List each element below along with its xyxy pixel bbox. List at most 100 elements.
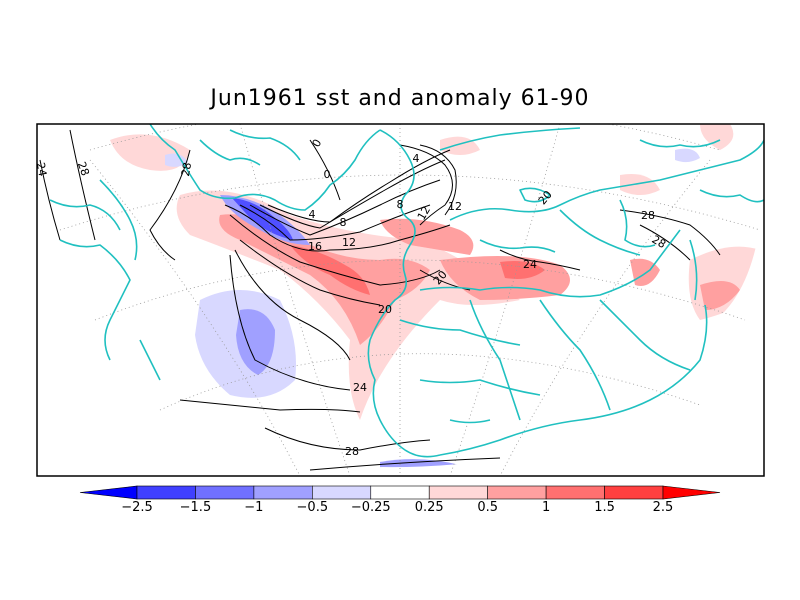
contour-label: 24 bbox=[353, 381, 367, 394]
coastline bbox=[419, 379, 541, 396]
colorbar-segment bbox=[545, 485, 605, 500]
contour-label: 28 bbox=[179, 161, 194, 177]
sst-contour bbox=[179, 399, 361, 413]
contour-label: 24 bbox=[523, 258, 537, 271]
anomaly-positive-region bbox=[700, 124, 734, 150]
sst-contour bbox=[239, 239, 381, 306]
sst-contour bbox=[39, 159, 61, 241]
graticule-line bbox=[59, 174, 761, 231]
colorbar-segment bbox=[136, 485, 196, 500]
colorbar-tick-label: −2.5 bbox=[121, 500, 153, 515]
anomaly-positive-region bbox=[700, 281, 740, 310]
contour-label: 12 bbox=[448, 200, 462, 213]
sst-contour bbox=[239, 204, 431, 241]
coastline bbox=[689, 239, 698, 301]
sst-contour bbox=[267, 149, 451, 223]
coastline bbox=[199, 139, 261, 166]
graticule-line bbox=[89, 159, 301, 476]
contour-label: 16 bbox=[308, 240, 322, 253]
coastline bbox=[559, 209, 641, 256]
contour-label: 12 bbox=[415, 204, 433, 223]
anomaly-positive-region bbox=[290, 245, 370, 295]
coastline bbox=[519, 187, 551, 203]
coastline bbox=[149, 124, 381, 211]
coastline bbox=[449, 419, 491, 424]
colorbar-tick-label: −1.5 bbox=[179, 500, 212, 515]
coastline bbox=[229, 129, 301, 161]
coastline bbox=[139, 339, 161, 381]
colorbar-tick-label: −0.25 bbox=[350, 500, 391, 515]
anomaly-positive-region bbox=[620, 174, 660, 195]
coastline bbox=[449, 139, 764, 221]
colorbar-segment bbox=[428, 485, 488, 500]
graticule-line bbox=[239, 124, 351, 476]
sst-contour bbox=[639, 224, 691, 261]
sst-contour bbox=[259, 159, 446, 229]
coastline bbox=[399, 319, 521, 346]
coastline bbox=[59, 239, 131, 361]
contour-label: 28 bbox=[75, 160, 92, 178]
contour-label: 20 bbox=[378, 303, 392, 316]
colorbar-segment bbox=[312, 485, 372, 500]
coastline bbox=[699, 189, 764, 203]
colorbar-segment bbox=[604, 485, 664, 500]
sst-contour bbox=[619, 209, 721, 256]
colorbar-tick-label: −1 bbox=[244, 500, 264, 515]
coastline bbox=[439, 127, 581, 151]
sst-contour bbox=[149, 149, 191, 261]
colorbar-tick-label: 1.5 bbox=[594, 500, 615, 515]
contour-label: 8 bbox=[397, 198, 404, 211]
graticule-line bbox=[499, 159, 711, 476]
sst-anomaly-map: 24 28 28 0 0 4 4 8 8 12 12 12 16 20 20 2… bbox=[34, 123, 765, 477]
sst-contour bbox=[229, 214, 441, 286]
contour-label: 4 bbox=[413, 152, 420, 165]
colorbar-segment bbox=[253, 485, 313, 500]
coastline bbox=[99, 179, 138, 261]
map-frame bbox=[36, 123, 765, 477]
graticule-line bbox=[159, 353, 701, 411]
colorbar-tick-label: 0.25 bbox=[414, 500, 444, 515]
coastline bbox=[439, 304, 708, 456]
contour-label: 24 bbox=[34, 161, 49, 177]
anomaly-negative-region bbox=[675, 148, 700, 163]
colorbar-segment bbox=[487, 485, 547, 500]
coastline bbox=[379, 129, 416, 246]
colorbar-tick-label: 2.5 bbox=[652, 500, 674, 515]
contour-label: 28 bbox=[649, 233, 668, 251]
colorbar-segment bbox=[370, 485, 430, 500]
coastline bbox=[419, 229, 681, 298]
contour-label: 12 bbox=[342, 236, 356, 249]
coastline bbox=[367, 244, 441, 458]
coastline bbox=[619, 199, 656, 248]
sst-contour bbox=[499, 249, 581, 271]
sst-contour bbox=[309, 139, 341, 201]
colorbar-max-triangle bbox=[662, 485, 721, 500]
anomaly-negative-region bbox=[380, 459, 460, 468]
coastline bbox=[479, 239, 556, 253]
coastline bbox=[539, 299, 611, 411]
anomaly-positive-region bbox=[380, 218, 474, 255]
graticule-line bbox=[94, 259, 746, 321]
map-title: Jun1961 sst and anomaly 61-90 bbox=[210, 86, 590, 111]
anomaly-negative-region bbox=[236, 309, 275, 375]
sst-contour bbox=[69, 129, 96, 241]
colorbar-min-triangle bbox=[79, 485, 138, 500]
sst-contour bbox=[249, 179, 441, 236]
sst-contour bbox=[264, 427, 431, 451]
coastline bbox=[639, 139, 721, 148]
sst-contour bbox=[419, 144, 457, 216]
sst-contour bbox=[229, 254, 351, 391]
sst-contour bbox=[309, 457, 501, 471]
contour-label: 8 bbox=[340, 216, 347, 229]
colorbar-segment bbox=[195, 485, 255, 500]
graticule-line bbox=[449, 124, 561, 476]
colorbar-tick-label: 0.5 bbox=[477, 500, 498, 515]
sst-contour bbox=[419, 269, 471, 291]
contour-label: 4 bbox=[309, 208, 316, 221]
contour-label: 28 bbox=[345, 445, 359, 458]
coastline bbox=[469, 299, 521, 421]
coastline bbox=[599, 299, 691, 371]
colorbar-tick-label: −0.5 bbox=[296, 500, 329, 515]
anomaly-positive-region bbox=[219, 214, 430, 345]
contour-label: 28 bbox=[641, 209, 655, 222]
